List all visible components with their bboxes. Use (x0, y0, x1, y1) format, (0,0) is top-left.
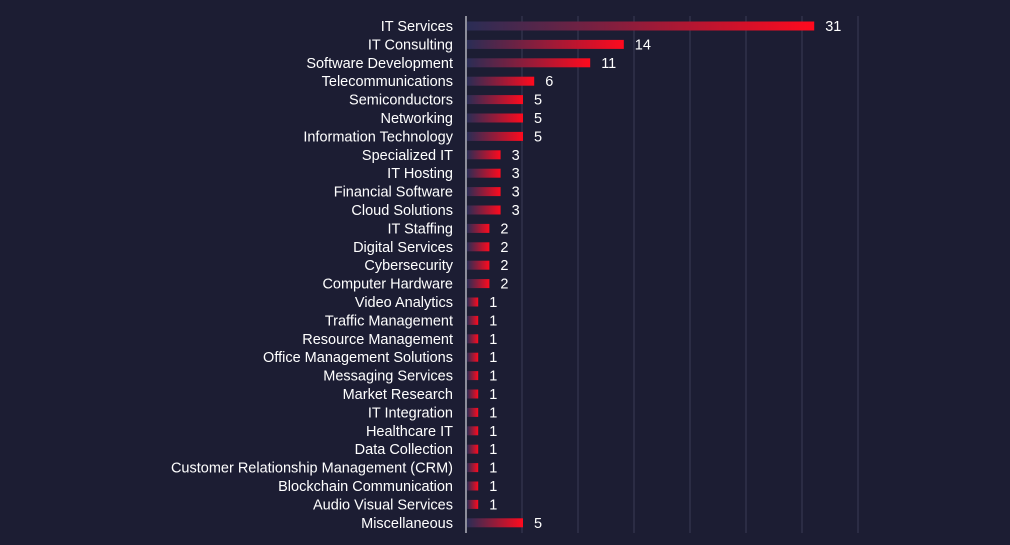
category-label: Digital Services (353, 240, 453, 256)
bar (467, 499, 479, 509)
category-label: Miscellaneous (361, 516, 453, 532)
value-label: 5 (534, 129, 542, 145)
bar (467, 58, 591, 68)
bar (467, 21, 815, 31)
value-label: 3 (512, 166, 520, 182)
category-label: Computer Hardware (322, 277, 453, 293)
category-label: IT Integration (368, 405, 453, 421)
bar (467, 371, 479, 381)
value-label: 1 (489, 295, 497, 311)
category-label: Blockchain Communication (278, 479, 453, 495)
category-label: Audio Visual Services (313, 497, 453, 513)
bar (467, 407, 479, 417)
bar (467, 205, 501, 215)
category-label: IT Services (381, 19, 453, 35)
value-label: 31 (825, 19, 841, 35)
category-labels: IT Services IT Consulting Software Develop… (171, 19, 454, 532)
value-label: 1 (489, 369, 497, 385)
category-label: Office Management Solutions (263, 350, 453, 366)
value-label: 2 (500, 240, 508, 256)
category-label: Customer Relationship Management (CRM) (171, 461, 453, 477)
bar (467, 76, 535, 86)
value-label: 1 (489, 387, 497, 403)
value-label: 1 (489, 442, 497, 458)
value-label: 2 (500, 221, 508, 237)
category-label: Networking (380, 111, 453, 127)
bar (467, 95, 523, 105)
category-label: Data Collection (355, 442, 453, 458)
category-label: IT Staffing (387, 221, 453, 237)
bar (467, 463, 479, 473)
value-label: 1 (489, 350, 497, 366)
value-label: 1 (489, 405, 497, 421)
value-label: 3 (512, 203, 520, 219)
bar (467, 297, 479, 307)
bar (467, 150, 501, 160)
bar (467, 168, 501, 178)
category-label: Specialized IT (362, 148, 453, 164)
value-label: 3 (512, 148, 520, 164)
bar (467, 131, 523, 141)
value-label: 5 (534, 111, 542, 127)
category-label: IT Consulting (368, 37, 453, 53)
bar (467, 39, 624, 49)
category-label: Semiconductors (349, 93, 453, 109)
value-label: 5 (534, 93, 542, 109)
value-label: 11 (601, 56, 616, 72)
bar (467, 334, 479, 344)
value-label: 1 (489, 313, 497, 329)
value-label: 14 (635, 37, 651, 53)
value-label: 1 (489, 497, 497, 513)
category-label: Financial Software (334, 185, 453, 201)
value-label: 1 (489, 424, 497, 440)
bar (467, 315, 479, 325)
category-label: Cybersecurity (364, 258, 453, 274)
category-label: Healthcare IT (366, 424, 453, 440)
bar (467, 444, 479, 454)
value-label: 1 (489, 332, 497, 348)
category-label: Traffic Management (325, 313, 453, 329)
bar (467, 242, 490, 252)
value-label: 2 (500, 258, 508, 274)
value-label: 3 (512, 185, 520, 201)
category-label: Software Development (306, 56, 453, 72)
bar (467, 113, 523, 123)
value-label: 1 (489, 461, 497, 477)
bar (467, 279, 490, 289)
category-label: Messaging Services (323, 369, 453, 385)
value-label: 5 (534, 516, 542, 532)
bar (467, 260, 490, 270)
bar-layer (467, 21, 815, 528)
category-label: IT Hosting (387, 166, 453, 182)
value-label: 1 (489, 479, 497, 495)
category-label: Telecommunications (322, 74, 453, 90)
category-label: Information Technology (303, 129, 453, 145)
bar (467, 426, 479, 436)
bar (467, 223, 490, 233)
bar (467, 389, 479, 399)
bar (467, 518, 523, 528)
value-label: 6 (545, 74, 553, 90)
category-label: Video Analytics (355, 295, 453, 311)
category-label: Market Research (343, 387, 453, 403)
grid-layer (521, 16, 859, 533)
bar (467, 187, 501, 197)
bar (467, 481, 479, 491)
category-label: Resource Management (302, 332, 453, 348)
category-label: Cloud Solutions (351, 203, 453, 219)
bar (467, 352, 479, 362)
value-label: 2 (500, 277, 508, 293)
